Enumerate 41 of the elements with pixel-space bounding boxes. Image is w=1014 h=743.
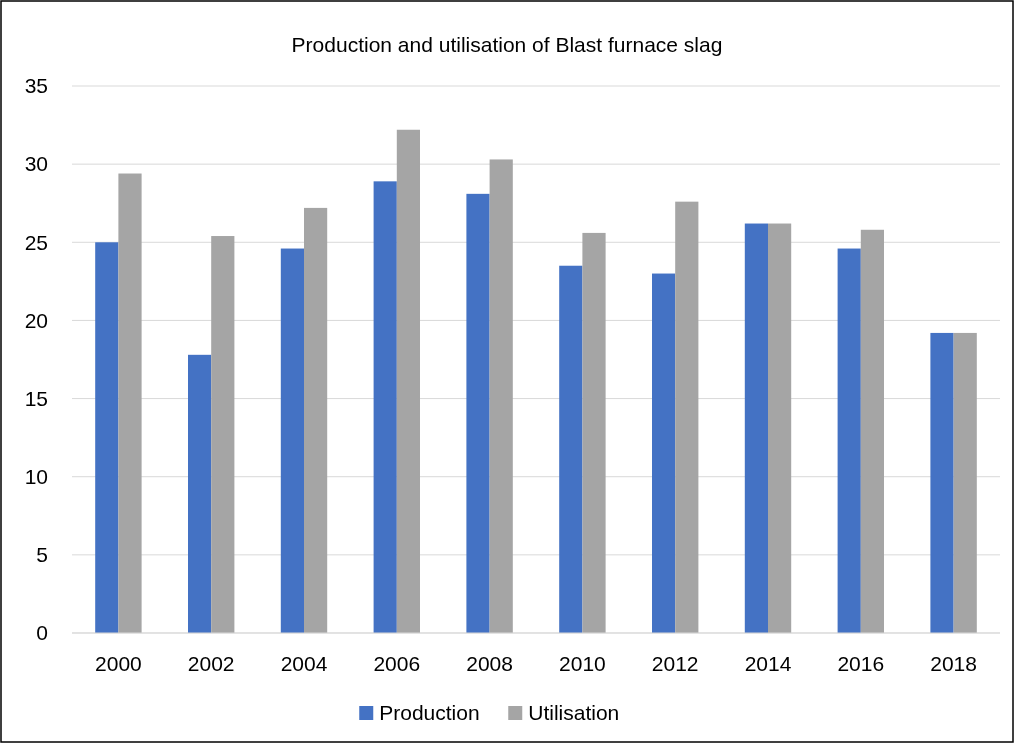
x-tick-label: 2000 — [95, 652, 142, 675]
legend-label: Production — [379, 701, 480, 725]
bar — [396, 129, 420, 633]
chart-title: Production and utilisation of Blast furnace slag — [291, 33, 723, 56]
y-tick-label: 20 — [24, 308, 48, 332]
bar — [582, 232, 606, 633]
x-tick-label: 2016 — [837, 652, 885, 675]
bar — [675, 201, 699, 633]
x-tick-label: 2006 — [373, 652, 421, 675]
y-tick-label: 15 — [24, 386, 48, 410]
x-tick-label: 2018 — [930, 652, 977, 675]
x-tick-label: 2008 — [466, 652, 513, 675]
bar — [118, 173, 142, 633]
bar — [837, 248, 861, 633]
bar — [744, 223, 768, 633]
x-tick-label: 2004 — [280, 652, 328, 675]
x-tick-label: 2014 — [744, 652, 792, 675]
bar — [559, 265, 583, 633]
bar — [466, 193, 490, 633]
bar — [860, 229, 884, 633]
bar — [188, 354, 212, 633]
bar — [95, 242, 119, 633]
bar — [930, 332, 954, 633]
y-tick-label: 10 — [24, 465, 48, 489]
bar — [953, 332, 977, 633]
bar — [280, 248, 304, 633]
bar — [304, 207, 328, 633]
y-tick-label: 30 — [24, 152, 48, 176]
bar — [768, 223, 792, 633]
bar — [211, 236, 235, 633]
legend-label: Utilisation — [528, 701, 620, 725]
y-tick-label: 0 — [36, 621, 48, 645]
x-tick-label: 2010 — [559, 652, 606, 675]
x-tick-label: 2002 — [187, 652, 235, 675]
bar — [489, 159, 513, 633]
y-tick-label: 25 — [24, 230, 48, 254]
bar — [373, 181, 397, 633]
x-tick-label: 2012 — [651, 652, 699, 675]
y-tick-label: 5 — [36, 543, 48, 567]
bar — [652, 273, 676, 633]
y-tick-label: 35 — [24, 74, 48, 98]
